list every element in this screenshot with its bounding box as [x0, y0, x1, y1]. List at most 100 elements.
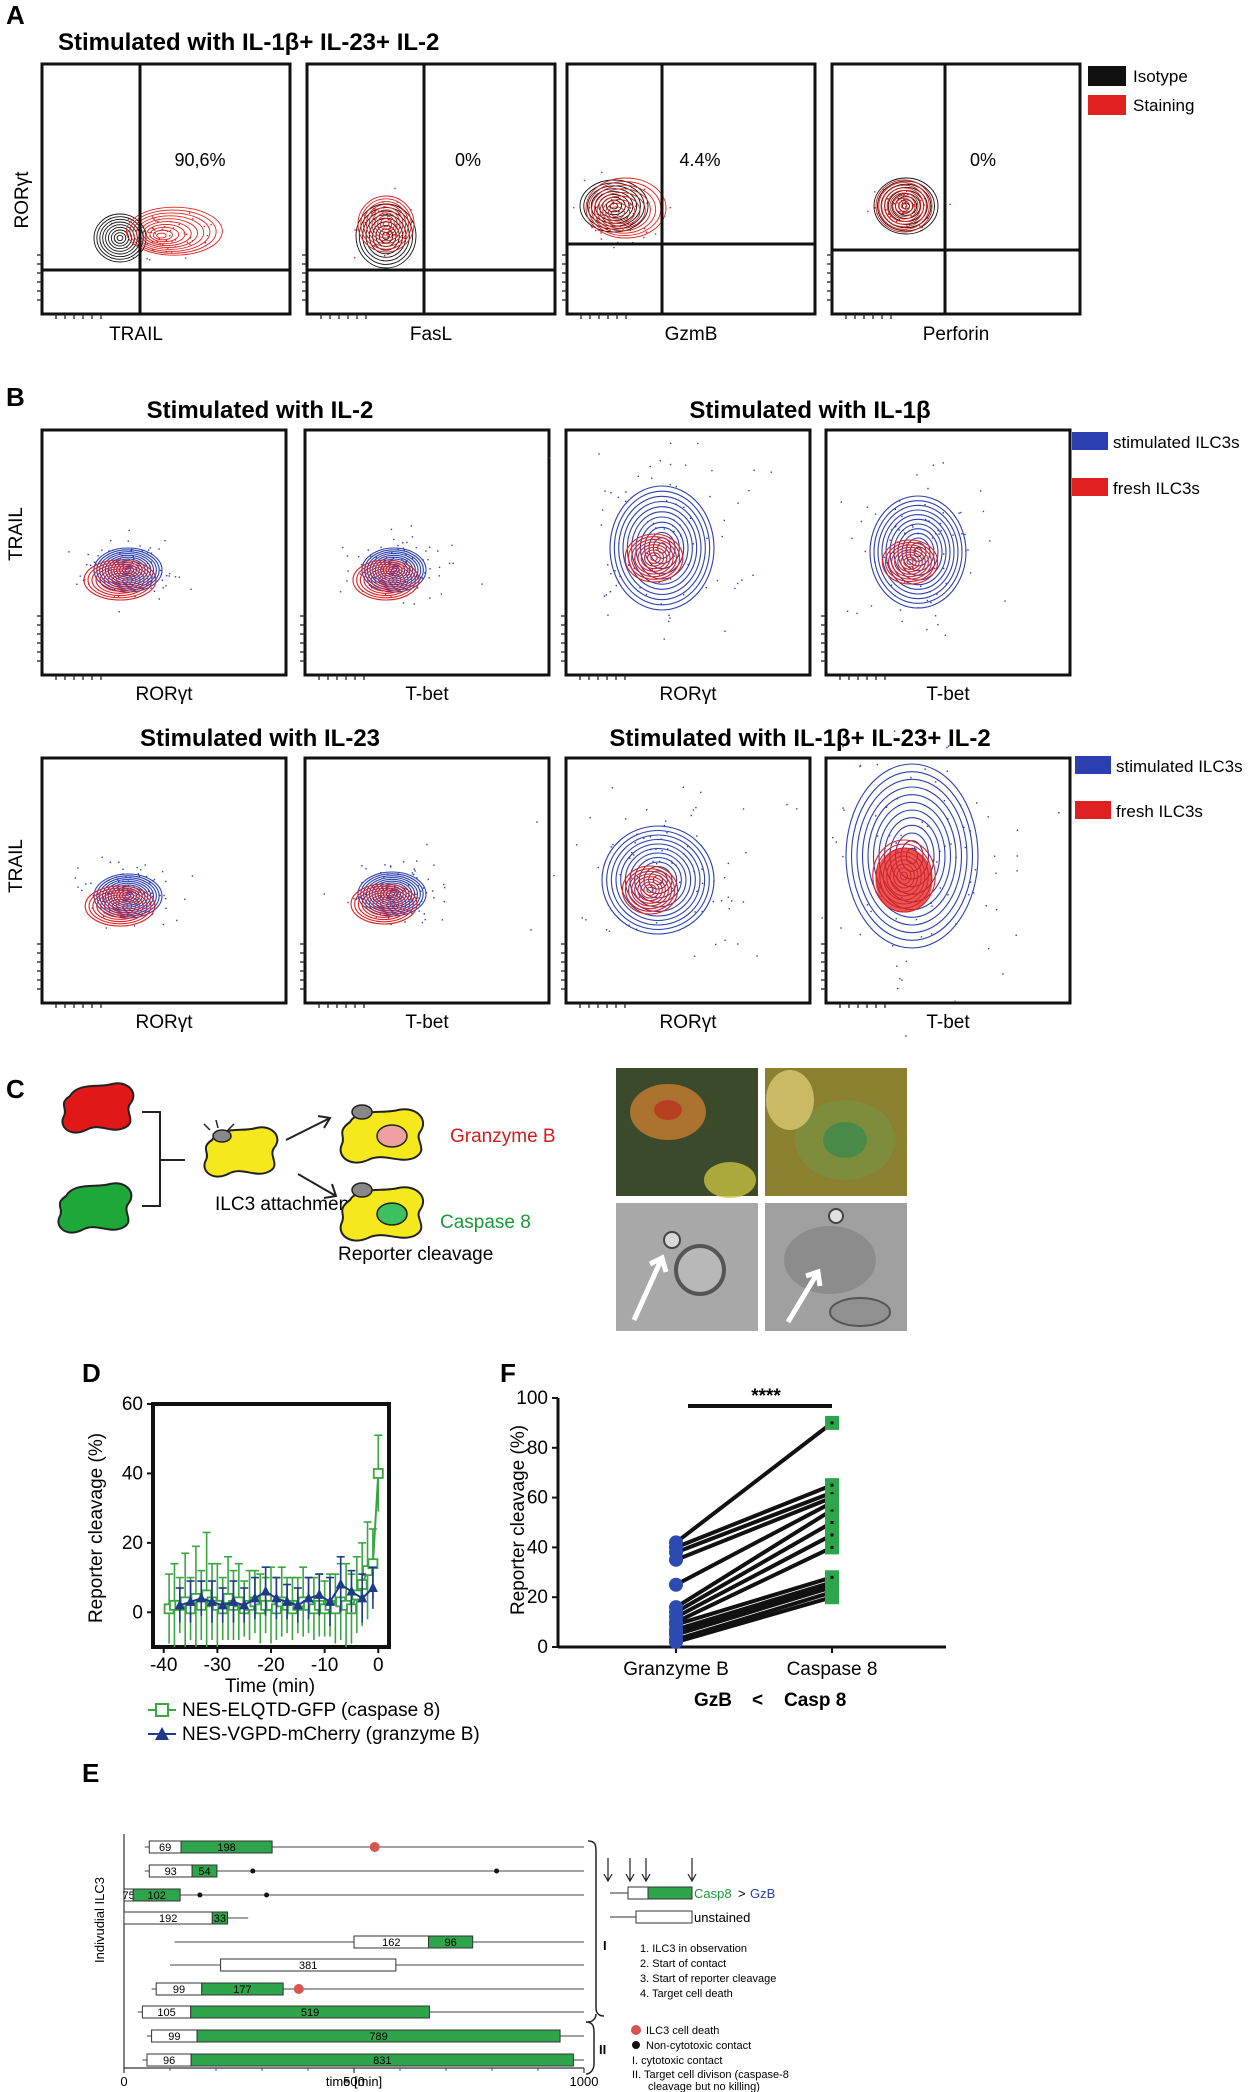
b-plot-4-fresh-ring-1 — [906, 559, 914, 565]
a-plot-2-stain-dot-50 — [391, 235, 393, 237]
a-plot-4-isotype-ring-7 — [880, 183, 932, 229]
b-plot-1-stim-dot-51 — [97, 554, 99, 557]
b-plot-6-stim-dot-46 — [421, 921, 424, 924]
ilc3-attachment-label: ILC3 attachment — [215, 1194, 355, 1215]
b-plot-6-stim-dot-21 — [423, 913, 425, 915]
b-plot-1-stim-dot-68 — [113, 588, 116, 590]
b-plot-6-stim-dot-67 — [365, 868, 367, 870]
b-plot-4-x-label: T-bet — [926, 684, 970, 705]
b-plot-5-stim-dot-54 — [184, 898, 186, 901]
b-plot-1-fresh-ring-3 — [107, 572, 133, 588]
b-plot-3-stimulated-ring-9 — [622, 500, 702, 596]
b-plot-7-stim-dot-73 — [651, 889, 654, 892]
b-plot-5-stim-dot-20 — [102, 897, 105, 899]
b-plot-4-stim-dot-11 — [922, 557, 924, 559]
a-plot-1-stain-dot-66 — [184, 257, 187, 259]
b-plot-2-frame — [303, 428, 551, 677]
a-plot-3-stain-dot-38 — [601, 214, 604, 216]
b-plot-3-fresh-ring-5 — [637, 544, 671, 572]
a-plot-3-staining-ring-4 — [602, 199, 636, 225]
e-row-0-cleavage-label: 198 — [217, 1842, 235, 1854]
b-plot-3-stim-dot-18 — [683, 594, 685, 596]
b-plot-5-stim-dot-85 — [133, 925, 136, 927]
b-plot-4-stimulated-ring-11 — [873, 500, 963, 604]
b-plot-4-stim-dot-22 — [937, 623, 939, 626]
b-plot-8-stim-dot-31 — [915, 918, 918, 921]
b-plot-7-stim-dot-13 — [675, 884, 678, 887]
b-plot-7-stim-dot-16 — [635, 928, 638, 931]
b-plot-4-stim-dot-37 — [964, 533, 966, 536]
a-plot-1-staining-ring-4 — [146, 224, 186, 245]
f-casp8-center-5 — [830, 1575, 834, 1579]
b-plot-8-stim-dot-14 — [924, 768, 926, 770]
note-2: II. Target cell divison (caspase-8 — [632, 2069, 789, 2081]
a-plot-1-stain-dot-43 — [169, 229, 172, 232]
b-plot-6-stim-dot-44 — [410, 899, 412, 901]
b-plot-7-stim-dot-8 — [686, 845, 689, 848]
a-plot-1-stain-dot-60 — [189, 237, 192, 239]
b-plot-3-stim-dot-64 — [658, 574, 661, 576]
d-series-1-point-1 — [185, 1595, 196, 1606]
a-plot-2-stain-dot-65 — [393, 233, 395, 236]
e-row-2-cleavage-label: 102 — [147, 1890, 165, 1902]
d-series-1-point-18 — [367, 1581, 378, 1592]
b-plot-7-fresh-ring-2 — [643, 884, 657, 896]
micrograph-nucleus-red — [654, 1100, 682, 1120]
b-plot-3-stim-dot-62 — [637, 475, 640, 478]
b-plot-7-stim-dot-45 — [663, 824, 666, 827]
micrograph-arrow-2 — [785, 1268, 823, 1324]
b-plot-3-stimulated-ring-12 — [609, 485, 715, 611]
b-plot-3-stim-dot-78 — [663, 638, 665, 640]
a-plot-1-percent: 90,6% — [174, 150, 225, 170]
b-plot-7-stim-dot-5 — [727, 862, 730, 865]
b-plot-5-stim-dot-48 — [98, 897, 100, 899]
e-row-3-cleavage — [211, 1911, 229, 1925]
b-plot-4-stimulated-ring-10 — [877, 504, 959, 600]
e-row-2-noncytotoxic-1 — [264, 1892, 270, 1898]
b-plot-2-stim-dot-44 — [391, 552, 393, 554]
a-plot-1-stain-dot-29 — [126, 246, 128, 249]
b-plot-4-stim-dot-18 — [892, 551, 895, 553]
b-plot-7-stim-dot-37 — [629, 857, 631, 859]
b-plot-1-stimulated-ring-10 — [99, 551, 157, 589]
key-unstained-box — [635, 1910, 693, 1924]
marker-noncytotoxic-icon — [632, 2041, 640, 2049]
b-plot-3-stim-dot-45 — [737, 502, 739, 504]
b-plot-7-stim-dot-81 — [720, 900, 723, 902]
a-plot-1-stain-dot-47 — [142, 238, 145, 241]
b-plot-4-fresh-ring-6 — [891, 546, 929, 578]
f-gzb-point-10 — [669, 1577, 683, 1592]
a-plot-4-stain-dot-3 — [905, 201, 907, 203]
b-plot-2-stim-dot-8 — [367, 549, 369, 551]
note-1: I. cytotoxic contact — [632, 2055, 722, 2067]
a-plot-3-stain-dot-33 — [606, 228, 608, 230]
b-plot-5-stim-dot-15 — [134, 891, 137, 894]
red-target-cell — [61, 1082, 135, 1134]
b-plot-2-stim-dot-49 — [373, 577, 375, 579]
e-row-6-cleavage — [201, 1982, 284, 1996]
panel-a-label: A — [6, 0, 25, 30]
a-plot-1-stain-dot-59 — [174, 239, 176, 241]
a-plot-2-staining-ring-8 — [363, 201, 409, 247]
b-plot-3-stim-dot-57 — [607, 564, 609, 566]
b-plot-7-stim-dot-74 — [630, 877, 633, 879]
b-plot-3-fresh-ring-2 — [647, 552, 661, 564]
a-plot-2-staining-ring-3 — [377, 215, 395, 233]
b-plot-6-stim-dot-13 — [427, 878, 429, 881]
b-plot-7-stim-dot-57 — [666, 848, 669, 850]
b-plot-6-stim-dot-66 — [413, 868, 416, 870]
b-plot-7-stim-dot-44 — [659, 881, 662, 884]
b-plot-8-stim-dot-79 — [910, 776, 912, 779]
b-plot-3-stim-dot-47 — [548, 456, 551, 459]
b-plot-2-stim-dot-39 — [360, 563, 363, 566]
b-plot-8-stim-dot-83 — [1016, 870, 1018, 872]
micrograph-cell-yellow — [704, 1162, 756, 1198]
b-plot-5-stim-dot-19 — [91, 907, 93, 909]
b-plot-3-stim-dot-83 — [668, 614, 670, 617]
a-plot-1-x-label: TRAIL — [109, 324, 163, 345]
b-plot-3-stim-dot-79 — [651, 569, 653, 571]
a-plot-3-staining-ring-6 — [596, 191, 646, 229]
a-plot-4-staining-ring-5 — [889, 192, 919, 220]
b-plot-2-stimulated-ring-1 — [390, 567, 398, 573]
b-plot-2-stim-dot-79 — [346, 580, 348, 582]
